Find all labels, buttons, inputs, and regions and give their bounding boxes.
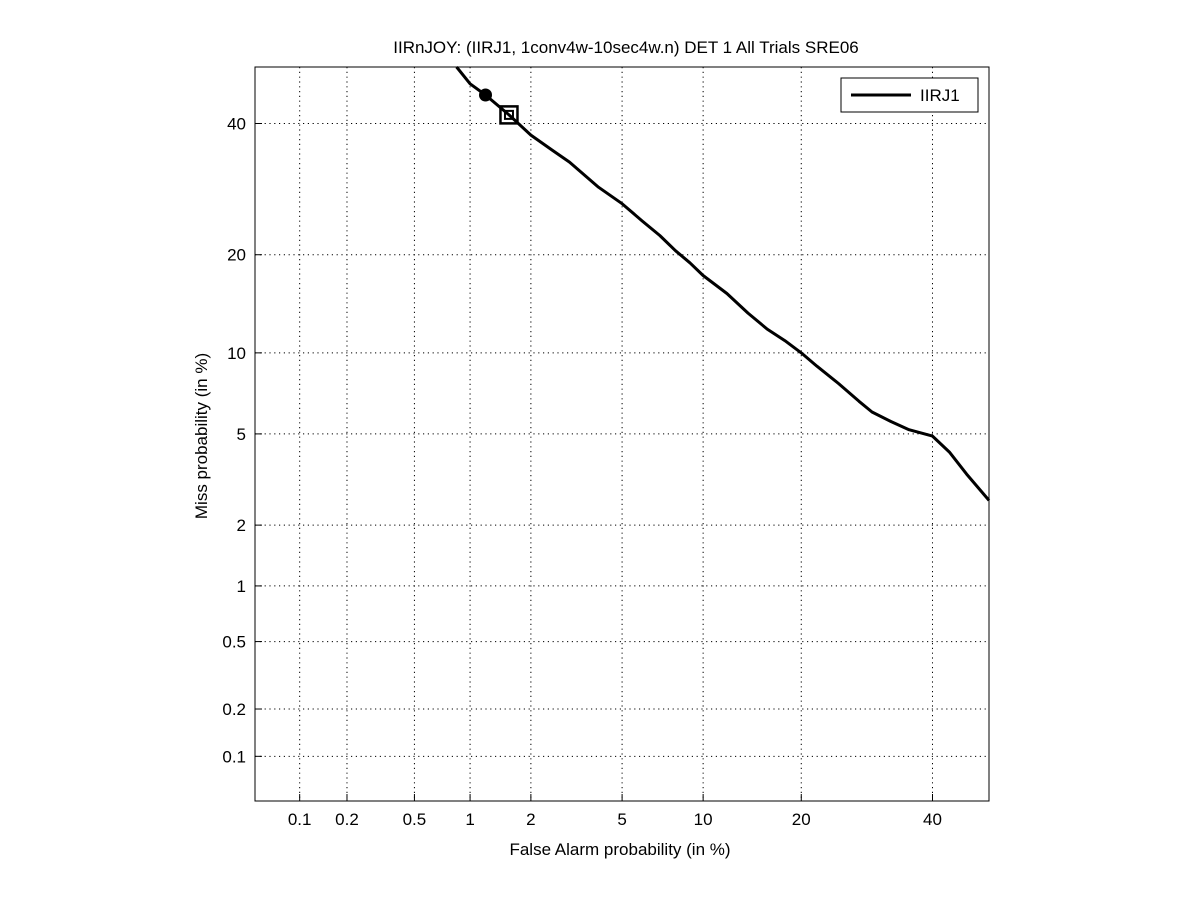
chart-title: IIRnJOY: (IIRJ1, 1conv4w-10sec4w.n) DET …	[393, 38, 858, 57]
y-tick-label: 10	[227, 344, 246, 363]
x-tick-label: 5	[617, 810, 626, 829]
y-tick-label: 40	[227, 115, 246, 134]
x-tick-label: 0.1	[288, 810, 312, 829]
y-tick-label: 2	[237, 516, 246, 535]
y-axis-ticks: 0.1 0.2 0.5 1 2 5 10 20 40	[222, 115, 262, 766]
y-tick-label: 20	[227, 246, 246, 265]
y-axis-label: Miss probability (in %)	[192, 353, 211, 519]
plot-frame	[254, 66, 990, 802]
x-tick-label: 40	[923, 810, 942, 829]
y-tick-label: 0.5	[222, 633, 246, 652]
legend-label: IIRJ1	[920, 86, 960, 105]
x-axis-label: False Alarm probability (in %)	[509, 840, 730, 859]
series-layer	[455, 66, 991, 502]
operating-point-markers	[479, 88, 519, 125]
y-tick-label: 5	[237, 425, 246, 444]
min-dcf-marker	[479, 88, 493, 102]
y-tick-label: 0.1	[222, 747, 246, 766]
x-tick-label: 0.5	[403, 810, 427, 829]
grid	[255, 67, 989, 801]
x-axis-ticks: 0.1 0.2 0.5 1 2 5 10 20 40	[288, 794, 942, 829]
x-tick-label: 2	[526, 810, 535, 829]
actual-dcf-marker-inner	[503, 109, 514, 120]
series-line	[455, 66, 991, 502]
x-tick-label: 10	[694, 810, 713, 829]
legend: IIRJ1	[840, 77, 979, 113]
actual-dcf-marker	[499, 105, 519, 125]
x-tick-label: 0.2	[335, 810, 359, 829]
y-tick-label: 1	[237, 577, 246, 596]
x-tick-label: 20	[792, 810, 811, 829]
x-tick-label: 1	[465, 810, 474, 829]
y-tick-label: 0.2	[222, 700, 246, 719]
